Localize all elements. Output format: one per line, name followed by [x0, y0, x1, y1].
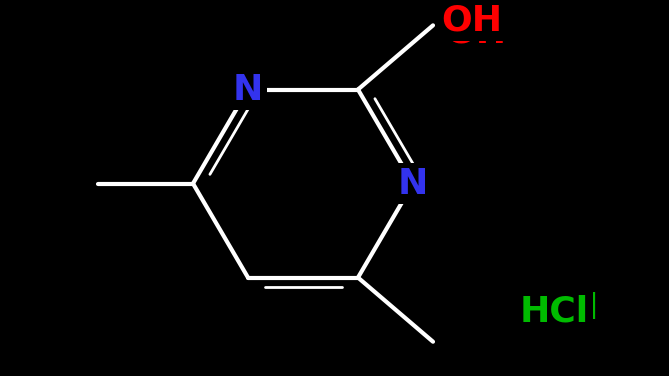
Text: OH: OH — [441, 3, 502, 38]
Text: OH: OH — [445, 15, 506, 50]
Text: N: N — [398, 167, 428, 200]
Text: N: N — [233, 73, 263, 106]
Text: HCl: HCl — [520, 295, 589, 329]
Text: HCl: HCl — [530, 292, 599, 326]
